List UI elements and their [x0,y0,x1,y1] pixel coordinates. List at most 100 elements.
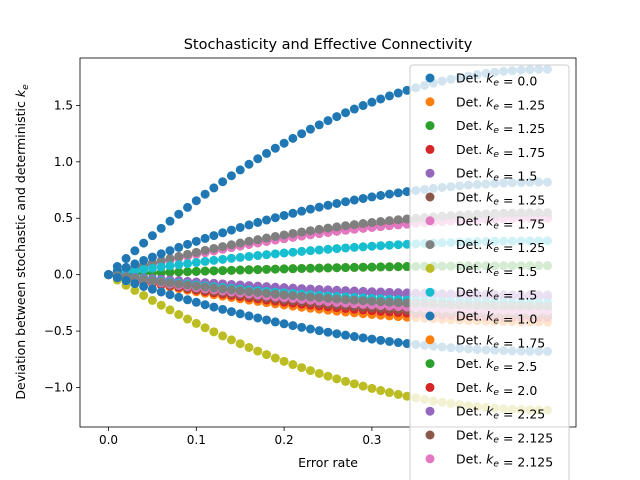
legend-entry: Det. ke = 1.75 [425,142,545,160]
legend-marker [425,97,435,107]
y-tick-label: 0.5 [54,211,73,225]
data-point [262,215,272,225]
legend-entry: Det. ke = 1.5 [425,166,537,184]
data-point [262,233,272,243]
data-point [244,236,254,246]
data-point [288,133,298,143]
data-point [218,177,228,187]
data-point [393,298,403,308]
data-point [288,264,298,274]
data-point [156,262,166,272]
data-point [323,293,333,303]
legend-entry: Det. ke = 1.25 [425,118,545,136]
data-point [139,275,149,285]
y-tick-label: 0.0 [54,268,73,282]
data-point [235,309,245,319]
data-point [174,292,184,302]
data-point [288,321,298,331]
data-point [191,257,201,267]
data-point [384,216,394,226]
data-point [393,338,403,348]
data-point [165,216,175,226]
data-point [341,243,351,253]
data-point [384,189,394,199]
legend-label: Det. ke = 2.125 [456,451,553,469]
data-point [376,190,386,200]
data-point [253,235,263,245]
legend-label: Det. ke = 1.5 [456,285,537,303]
y-tick-label: −1.0 [44,381,73,395]
x-axis-label: Error rate [298,455,358,470]
legend-label: Det. ke = 1.25 [456,190,545,208]
legend-marker [425,454,435,464]
data-point [358,219,368,229]
data-point [341,221,351,231]
data-point [226,253,236,263]
data-point [156,277,166,287]
data-point [305,324,315,334]
data-point [393,240,403,250]
data-point [279,138,289,148]
data-point [358,101,368,111]
data-point [332,329,342,339]
data-point [218,228,228,238]
data-point [314,120,324,130]
data-point [191,247,201,257]
legend-marker [425,311,435,321]
data-point [376,217,386,227]
data-point [297,363,307,373]
data-point [288,291,298,301]
data-point [235,252,245,262]
data-point [218,304,228,314]
x-tick-label: 0.3 [362,433,381,447]
data-point [349,104,359,114]
x-tick-label: 0.0 [99,433,118,447]
data-point [376,241,386,251]
data-point [305,263,315,273]
x-tick-label: 0.2 [275,433,294,447]
legend-entry: Det. ke = 1.25 [425,237,545,255]
data-point [183,249,193,259]
legend-label: Det. ke = 1.25 [456,94,545,112]
data-point [323,116,333,126]
data-point [393,262,403,272]
data-point [323,371,333,381]
data-point [235,265,245,275]
legend-label: Det. ke = 1.5 [456,166,537,184]
legend-marker [425,287,435,297]
data-point [253,265,263,275]
data-point [349,220,359,230]
data-point [297,227,307,237]
data-point [183,280,193,290]
data-point [191,266,201,276]
data-point [323,263,333,273]
data-point [314,263,324,273]
data-point [156,300,166,310]
legend-marker [425,263,435,273]
data-point [305,204,315,214]
data-point [156,287,166,297]
data-point [367,296,377,306]
data-point [209,255,219,265]
data-point [121,276,131,286]
legend-label: Det. ke = 1.25 [456,237,545,255]
data-point [139,238,149,248]
data-point [191,297,201,307]
data-point [183,267,193,277]
data-point [305,366,315,376]
data-point [402,239,412,249]
data-point [218,284,228,294]
data-point [226,335,236,345]
y-tick-label: 1.0 [54,155,73,169]
data-point [209,243,219,253]
data-point [367,192,377,202]
data-point [121,262,131,272]
data-point [209,302,219,312]
data-point [323,327,333,337]
data-point [288,208,298,218]
data-point [262,315,272,325]
legend-entry: Det. ke = 2.0 [425,380,537,398]
data-point [358,242,368,252]
y-axis: −1.0 −0.5 0.0 0.5 1.0 1.5 [44,98,80,395]
